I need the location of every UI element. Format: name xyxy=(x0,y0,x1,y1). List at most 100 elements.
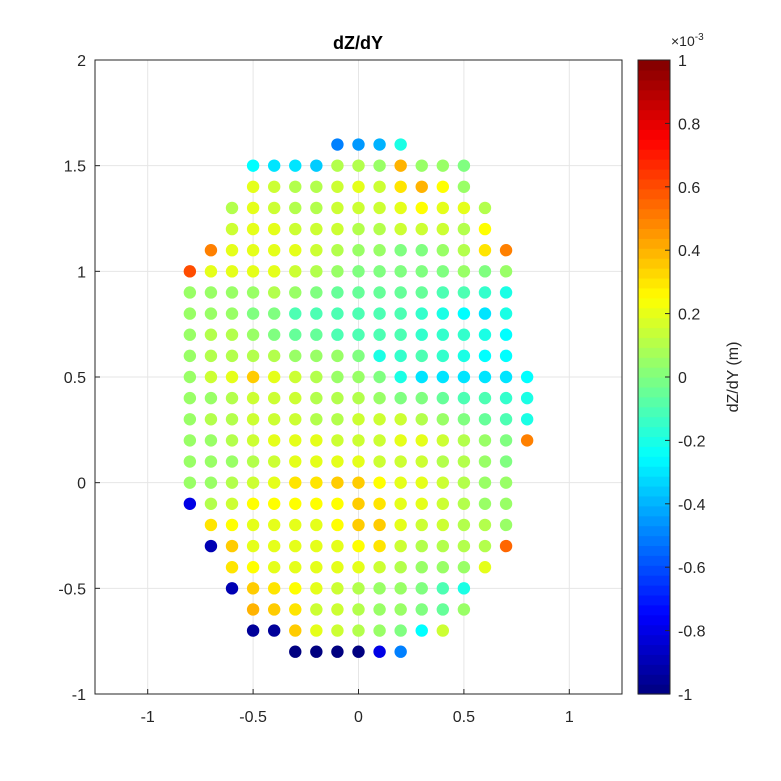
data-point xyxy=(352,624,365,637)
data-point xyxy=(394,434,407,447)
data-point xyxy=(436,413,450,426)
data-point xyxy=(225,539,239,553)
colorbar-band xyxy=(638,575,670,586)
data-point xyxy=(310,434,323,447)
data-point xyxy=(373,434,386,447)
colorbar-band xyxy=(638,277,670,289)
data-point xyxy=(352,413,365,426)
data-point xyxy=(457,201,471,215)
data-point xyxy=(415,349,428,363)
colorbar-tick-label: -0.8 xyxy=(678,624,706,641)
colorbar-band xyxy=(638,218,670,230)
data-point xyxy=(225,561,239,574)
data-point xyxy=(373,180,386,193)
colorbar-band xyxy=(638,60,670,71)
colorbar-band xyxy=(638,495,670,507)
data-point xyxy=(499,455,513,468)
data-point xyxy=(331,159,344,172)
colorbar-band xyxy=(638,347,670,358)
data-point xyxy=(394,222,407,236)
data-point xyxy=(436,159,450,172)
data-point xyxy=(436,497,450,510)
data-point xyxy=(331,455,344,468)
data-point xyxy=(331,201,344,215)
data-point xyxy=(373,328,386,341)
data-point xyxy=(246,222,260,236)
data-point xyxy=(204,497,218,510)
data-point xyxy=(289,539,302,553)
data-point xyxy=(478,307,492,320)
colorbar-tick-label: -1 xyxy=(678,687,692,704)
colorbar-band xyxy=(638,466,670,477)
data-point xyxy=(204,391,218,405)
data-point xyxy=(289,645,302,658)
data-point xyxy=(520,391,534,405)
data-point xyxy=(373,159,386,172)
data-point xyxy=(331,497,344,510)
data-point xyxy=(415,582,428,595)
data-point xyxy=(436,518,450,532)
data-point xyxy=(415,180,428,193)
data-point xyxy=(436,180,450,193)
data-point xyxy=(436,222,450,236)
data-point xyxy=(499,370,513,384)
colorbar-band xyxy=(638,505,670,517)
data-point xyxy=(457,434,471,447)
data-point xyxy=(267,244,281,257)
data-point xyxy=(331,476,344,489)
data-point xyxy=(267,265,281,278)
data-point xyxy=(394,497,407,510)
data-point xyxy=(246,328,260,341)
data-point xyxy=(373,518,386,532)
colorbar-band xyxy=(638,317,670,329)
data-point xyxy=(246,434,260,447)
data-point xyxy=(415,455,428,468)
data-point xyxy=(352,561,365,574)
data-point xyxy=(204,307,218,320)
colorbar-tick-label: -0.2 xyxy=(678,433,706,450)
x-tick-label: -0.5 xyxy=(239,709,267,726)
data-point xyxy=(331,518,344,532)
data-point xyxy=(331,222,344,236)
data-point xyxy=(204,370,218,384)
data-point xyxy=(310,582,323,595)
colorbar-band xyxy=(638,674,670,685)
data-point xyxy=(394,561,407,574)
data-point xyxy=(352,201,365,215)
data-point xyxy=(246,265,260,278)
colorbar-band xyxy=(638,129,670,140)
data-point xyxy=(331,645,344,658)
y-tick-label: 1 xyxy=(77,264,86,281)
data-point xyxy=(415,159,428,172)
data-point xyxy=(310,455,323,468)
data-point xyxy=(415,434,428,447)
data-point xyxy=(331,286,344,299)
data-point xyxy=(394,370,407,384)
data-point xyxy=(436,307,450,320)
data-point xyxy=(289,244,302,257)
data-point xyxy=(436,561,450,574)
data-point xyxy=(499,518,513,532)
data-point xyxy=(352,645,365,658)
data-point xyxy=(246,603,260,616)
colorbar-band xyxy=(638,139,670,150)
data-point xyxy=(394,391,407,405)
data-point xyxy=(310,307,323,320)
data-point xyxy=(267,476,281,489)
colorbar-tick-label: -0.6 xyxy=(678,560,706,577)
data-point xyxy=(289,286,302,299)
data-point xyxy=(457,497,471,510)
data-point xyxy=(352,222,365,236)
colorbar-tick-label: -0.4 xyxy=(678,497,706,514)
data-point xyxy=(225,370,239,384)
colorbar-band xyxy=(638,406,670,418)
data-point xyxy=(520,413,534,426)
data-point xyxy=(478,286,492,299)
colorbar-band xyxy=(638,485,670,497)
colorbar-band xyxy=(638,614,670,626)
data-point xyxy=(225,307,239,320)
data-point xyxy=(352,476,365,489)
data-point xyxy=(415,244,428,257)
data-point xyxy=(225,582,239,595)
